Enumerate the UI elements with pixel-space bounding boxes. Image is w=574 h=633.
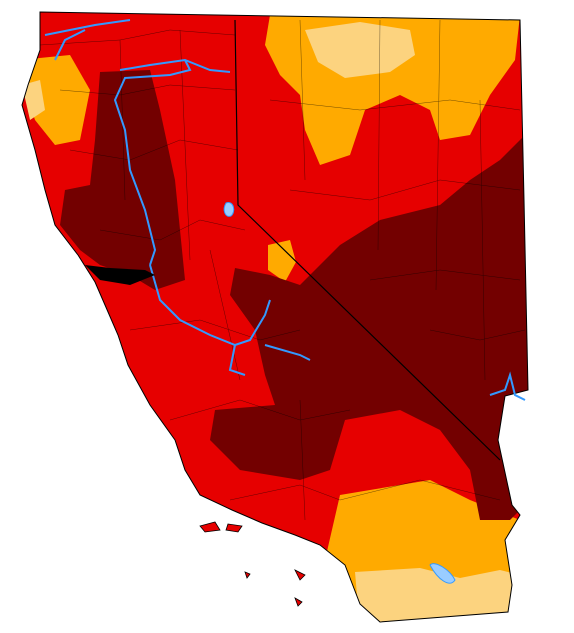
moderate-drought [268, 240, 296, 282]
rivers [44, 19, 526, 401]
exceptional-drought [60, 70, 185, 290]
abnormally-dry [355, 568, 520, 622]
abnormally-dry [305, 22, 415, 78]
moderate-drought [22, 55, 90, 145]
islands [199, 521, 306, 607]
county-lines [39, 19, 526, 521]
exceptional-drought [210, 130, 528, 520]
region-outline [21, 11, 529, 623]
abnormally-dry [22, 80, 45, 120]
lake [223, 202, 235, 217]
state-border [234, 19, 501, 461]
bay [85, 265, 155, 285]
lake [429, 563, 456, 584]
